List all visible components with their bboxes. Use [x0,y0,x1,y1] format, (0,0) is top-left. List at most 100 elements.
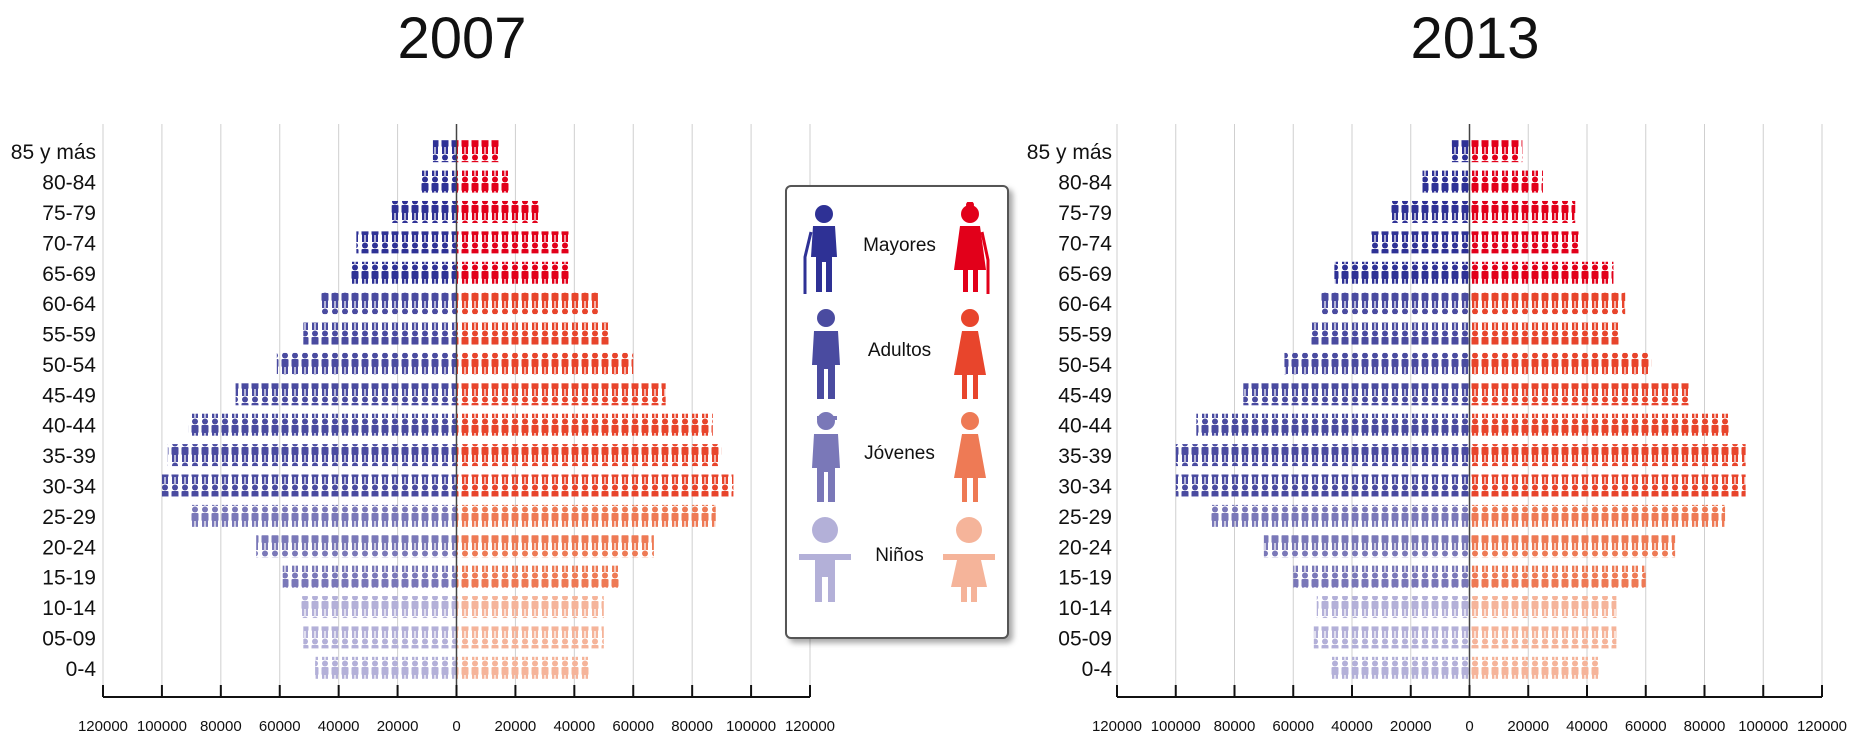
bar-female-05-09 [456,626,604,649]
young-woman-icon [954,412,986,502]
category-label: 40-44 [42,415,96,438]
bar-female-65-69 [1469,261,1614,284]
x-tick-label: 40000 [318,718,360,734]
category-label: 35-39 [1058,445,1112,468]
bar-male-85-y-más [1451,140,1470,163]
x-tick-label: 100000 [726,718,776,734]
bar-male-60-64 [1319,292,1470,315]
bar-male-55-59 [303,322,457,345]
category-label: 30-34 [42,475,96,498]
bar-female-40-44 [456,413,713,436]
category-label: 55-59 [1058,324,1112,347]
bar-male-40-44 [188,413,457,436]
category-label: 55-59 [42,324,96,347]
bar-male-05-09 [1313,626,1470,649]
category-label: 20-24 [42,536,96,559]
bar-male-05-09 [303,626,457,649]
bar-male-70-74 [356,231,457,254]
bar-female-55-59 [456,322,610,345]
x-tick-label: 40000 [553,718,595,734]
category-label: 25-29 [42,506,96,529]
x-tick-label: 60000 [1625,718,1667,734]
category-label: 25-29 [1058,506,1112,529]
category-label: 05-09 [42,627,96,650]
x-tick-label: 20000 [1390,718,1432,734]
category-label: 65-69 [42,263,96,286]
bar-male-70-74 [1369,231,1470,254]
x-tick-label: 20000 [495,718,537,734]
bar-male-10-14 [1316,596,1470,619]
bar-female-50-54 [1469,352,1652,375]
bar-female-30-34 [456,474,734,497]
x-tick-label: 80000 [200,718,242,734]
bar-male-20-24 [256,535,457,558]
category-label: 0-4 [66,658,97,681]
bar-female-15-19 [1469,565,1646,588]
bar-male-0-4 [315,656,457,679]
x-tick-label: 120000 [785,718,835,734]
category-label: 15-19 [42,567,96,590]
chart-title-2007: 2007 [397,6,527,71]
bar-female-75-79 [1469,200,1576,223]
category-label: 20-24 [1058,536,1112,559]
bar-female-55-59 [1469,322,1620,345]
bar-female-10-14 [1469,596,1617,619]
legend-item-ninos: Niños [787,507,1007,607]
bar-female-85-y-más [456,140,501,163]
x-tick-label: 80000 [1684,718,1726,734]
category-label: 30-34 [1058,475,1112,498]
population-pyramid-2013: 85 y más 80-84 75-79 70-74 65-69 60-64 55-59 50… [1027,124,1847,734]
bar-male-0-4 [1331,656,1470,679]
x-tick-label: 60000 [612,718,654,734]
bar-female-20-24 [456,535,654,558]
category-label: 35-39 [42,445,96,468]
bar-female-70-74 [1469,231,1582,254]
category-label: 0-4 [1082,658,1113,681]
bar-male-45-49 [235,383,457,406]
bar-female-75-79 [456,200,539,223]
bar-male-80-84 [421,170,457,193]
bar-female-50-54 [456,352,634,375]
category-label: 70-74 [1058,232,1112,255]
boy-icon [799,517,851,602]
legend-label-mayores: Mayores [863,235,936,256]
adult-man-icon [812,309,840,399]
bar-female-45-49 [456,383,666,406]
category-label: 60-64 [42,293,96,316]
elderly-woman-icon [954,202,990,294]
chart-title-2013: 2013 [1410,6,1540,71]
x-tick-label: 60000 [259,718,301,734]
x-tick-label: 80000 [671,718,713,734]
x-tick-label: 80000 [1214,718,1256,734]
bar-male-60-64 [320,292,457,315]
bar-female-25-29 [1469,504,1726,527]
bar-female-70-74 [456,231,572,254]
legend-item-adultos: Adultos [787,302,1007,402]
x-tick-label: 20000 [377,718,419,734]
bar-female-60-64 [1469,292,1626,315]
bar-male-25-29 [191,504,457,527]
bar-male-15-19 [282,565,457,588]
bar-female-35-39 [1469,444,1746,467]
population-pyramid-2007: 85 y más 80-84 75-79 70-74 65-69 60-64 55-59 50… [11,124,835,734]
bar-female-15-19 [456,565,622,588]
bar-female-05-09 [1469,626,1617,649]
category-label: 75-79 [1058,202,1112,225]
category-label: 10-14 [42,597,96,620]
bar-male-40-44 [1196,413,1470,436]
bar-female-0-4 [456,656,590,679]
bar-male-50-54 [1284,352,1470,375]
category-label: 50-54 [42,354,96,377]
x-tick-label: 0 [1465,718,1473,734]
bar-female-65-69 [456,261,572,284]
legend-label-adultos: Adultos [867,340,932,361]
bar-male-65-69 [1334,261,1470,284]
category-label: 60-64 [1058,293,1112,316]
category-label: 45-49 [1058,384,1112,407]
bar-male-10-14 [300,596,457,619]
bar-male-30-34 [161,474,457,497]
category-label: 50-54 [1058,354,1112,377]
bar-female-60-64 [456,292,598,315]
category-label: 75-79 [42,202,96,225]
legend-label-jovenes: Jóvenes [864,443,935,464]
